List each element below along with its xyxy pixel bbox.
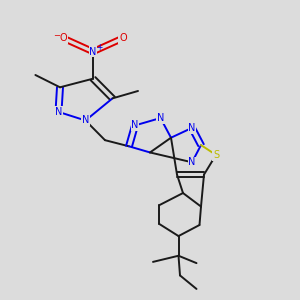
Text: N: N: [188, 123, 196, 133]
Text: +: +: [96, 43, 103, 52]
Text: S: S: [213, 150, 219, 160]
Text: N: N: [55, 107, 62, 117]
Text: O: O: [119, 33, 127, 43]
Text: −: −: [53, 31, 60, 40]
Text: O: O: [59, 33, 67, 43]
Text: N: N: [157, 113, 164, 123]
Text: N: N: [131, 120, 139, 130]
Text: N: N: [188, 157, 196, 167]
Text: N: N: [82, 116, 89, 125]
Text: N: N: [89, 46, 97, 57]
